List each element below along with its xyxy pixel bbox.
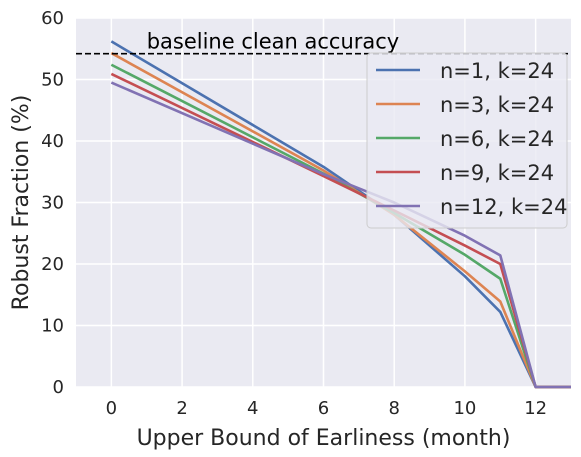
legend-label: n=1, k=24 [440, 59, 554, 83]
x-tick-label: 6 [318, 398, 329, 419]
legend-label: n=3, k=24 [440, 93, 554, 117]
series-lines [110, 40, 571, 389]
x-tick-label: 0 [106, 398, 117, 419]
series-line [110, 81, 571, 389]
x-tick-label: 8 [388, 398, 399, 419]
y-tick-label: 60 [41, 8, 64, 29]
legend: n=1, k=24 n=3, k=24 n=6, k=24 n=9, k=24 n=12… [366, 52, 568, 229]
legend-label: n=9, k=24 [440, 161, 554, 185]
legend-box [366, 52, 568, 229]
x-axis-title: Upper Bound of Earliness (month) [137, 426, 511, 451]
legend-label: n=12, k=24 [440, 195, 567, 219]
y-tick-label: 50 [41, 70, 64, 91]
y-tick-label: 30 [41, 193, 64, 214]
baseline-label: baseline clean accuracy [147, 30, 400, 54]
y-tick-label: 10 [41, 316, 64, 337]
x-tick-label: 10 [453, 398, 476, 419]
x-tick-labels: 0 2 4 6 8 10 12 [106, 398, 547, 419]
x-tick-label: 4 [247, 398, 258, 419]
legend-label: n=6, k=24 [440, 127, 554, 151]
x-tick-label: 12 [524, 398, 547, 419]
y-tick-label: 0 [53, 377, 64, 398]
x-tick-label: 2 [176, 398, 187, 419]
y-tick-label: 20 [41, 254, 64, 275]
y-axis-title: Robust Fraction (%) [9, 95, 34, 311]
baseline: baseline clean accuracy [76, 30, 571, 55]
y-tick-label: 40 [41, 131, 64, 152]
y-tick-labels: 0 10 20 30 40 50 60 [41, 8, 64, 398]
